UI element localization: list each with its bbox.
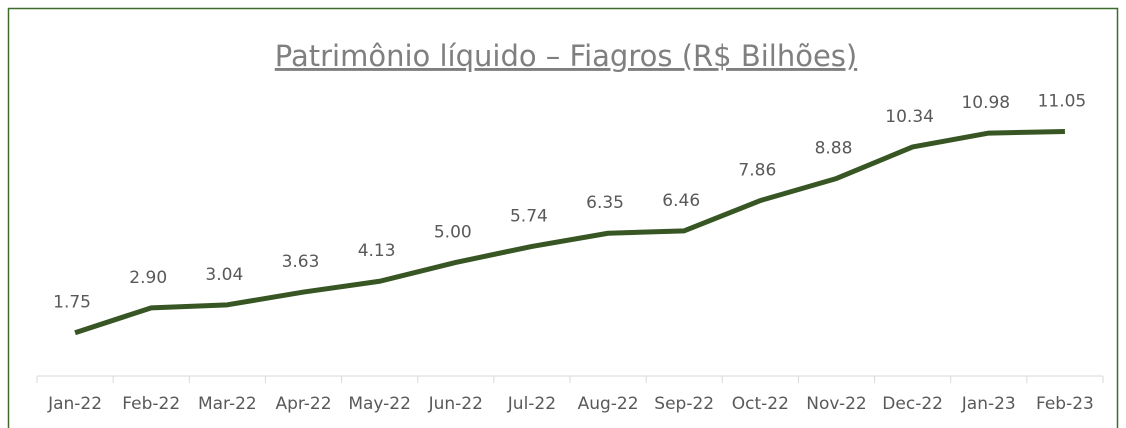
x-tick-label: Nov-22 <box>806 394 867 414</box>
x-tick-label: Mar-22 <box>198 394 257 414</box>
x-tick-label: Jan-22 <box>47 394 102 414</box>
x-tick-label: Sep-22 <box>654 394 714 414</box>
data-label: 6.35 <box>586 193 624 213</box>
data-label: 2.90 <box>129 268 167 288</box>
chart-border <box>7 7 1119 428</box>
data-label: 5.74 <box>510 206 548 226</box>
data-label: 10.34 <box>885 107 934 127</box>
data-label: 7.86 <box>738 161 776 181</box>
data-label: 3.63 <box>282 252 320 272</box>
x-tick-label: Jun-22 <box>428 394 483 414</box>
line <box>74 129 1065 336</box>
data-label: 5.00 <box>434 222 472 242</box>
x-tick-label: Oct-22 <box>732 394 789 414</box>
data-label: 6.46 <box>662 191 700 211</box>
chart-title: Patrimônio líquido – Fiagros (R$ Bilhões… <box>275 39 857 73</box>
x-tick-label: Jul-22 <box>507 394 556 414</box>
x-tick-label: Apr-22 <box>275 394 331 414</box>
data-label: 10.98 <box>961 93 1010 113</box>
x-tick-label: May-22 <box>348 394 411 414</box>
data-label: 8.88 <box>815 138 853 158</box>
data-label: 1.75 <box>53 293 91 313</box>
x-tick-label: Dec-22 <box>882 394 943 414</box>
x-tick-label: Feb-22 <box>122 394 180 414</box>
data-label: 3.04 <box>205 265 243 285</box>
x-tick-label: Feb-23 <box>1036 394 1094 414</box>
data-label: 11.05 <box>1038 92 1087 112</box>
x-tick-label: Aug-22 <box>578 394 639 414</box>
x-tick-label: Jan-23 <box>961 394 1016 414</box>
data-label: 4.13 <box>358 241 396 261</box>
